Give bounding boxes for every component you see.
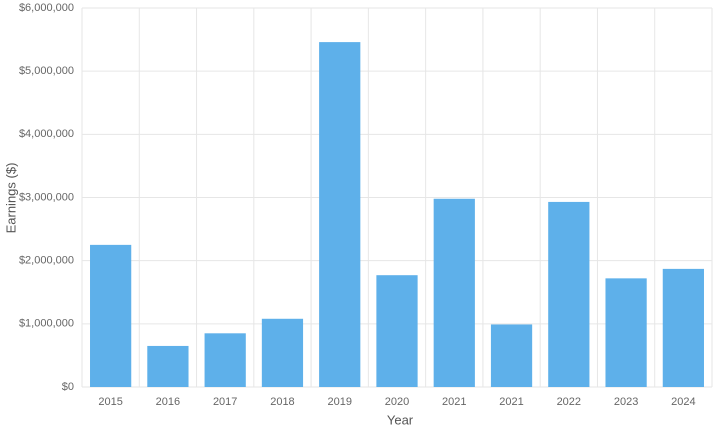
y-axis-title: Earnings ($) [3, 163, 18, 234]
y-tick-label: $0 [62, 381, 74, 393]
x-tick-label: 2015 [98, 396, 122, 408]
bar [490, 324, 533, 387]
x-tick-label: 2017 [213, 396, 237, 408]
bar [548, 201, 590, 387]
x-tick-label: 2022 [557, 396, 581, 408]
y-tick-label: $6,000,000 [19, 2, 74, 14]
bar [261, 318, 304, 387]
bar [319, 42, 361, 388]
bar [433, 198, 475, 387]
y-tick-label: $1,000,000 [19, 318, 74, 330]
bar [376, 275, 418, 387]
x-tick-label: 2023 [614, 396, 638, 408]
x-axis-title: Year [387, 412, 414, 427]
y-tick-label: $2,000,000 [19, 255, 74, 267]
x-tick-label: 2018 [270, 396, 294, 408]
bar [204, 333, 246, 387]
x-tick-label: 2021 [442, 396, 466, 408]
bar [662, 268, 704, 387]
bar [90, 244, 132, 387]
y-tick-label: $3,000,000 [19, 191, 74, 203]
x-tick-label: 2021 [499, 396, 523, 408]
bar [605, 278, 647, 387]
y-tick-label: $4,000,000 [19, 128, 74, 140]
x-tick-label: 2020 [385, 396, 409, 408]
x-tick-label: 2019 [327, 396, 351, 408]
bar [147, 345, 189, 387]
x-tick-label: 2016 [156, 396, 180, 408]
x-tick-label: 2024 [671, 396, 695, 408]
y-tick-label: $5,000,000 [19, 65, 74, 77]
